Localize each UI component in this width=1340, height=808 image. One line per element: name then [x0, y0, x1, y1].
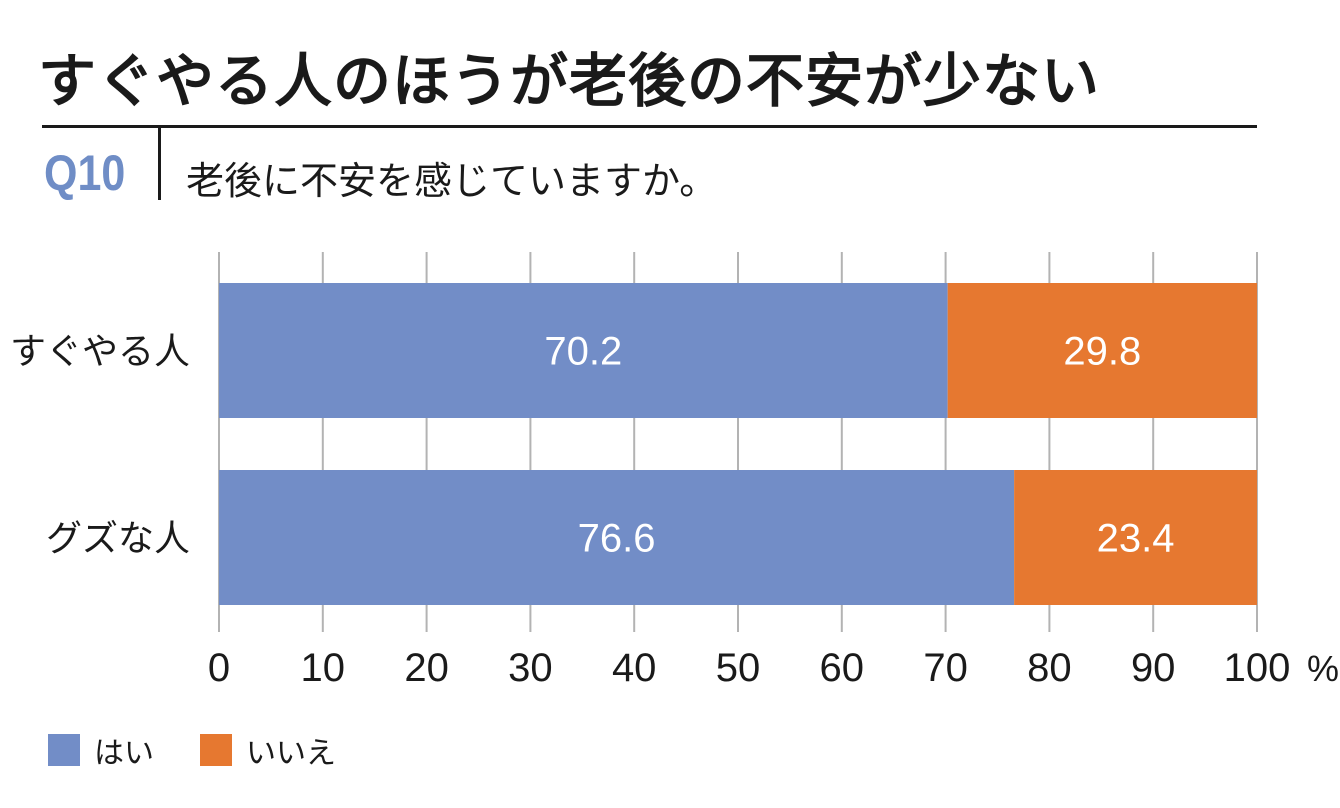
x-tick-label: 40: [612, 646, 657, 690]
x-tick-label: 50: [716, 646, 761, 690]
bars: [219, 283, 1257, 605]
bar-yes-1: [219, 470, 1015, 605]
headline-rule: [42, 125, 1257, 128]
legend-label-no: いいえ: [246, 736, 336, 771]
legend-item-yes: はい: [48, 730, 154, 771]
legend-swatch-no: [200, 734, 232, 766]
chart-headline: すぐやる人のほうが老後の不安が少ない: [38, 47, 1101, 115]
x-tick-label: 60: [820, 646, 865, 690]
data-labels: 70.2 29.8 76.6 23.4: [544, 330, 1174, 561]
legend-label-yes: はい: [94, 736, 154, 771]
legend-item-no: いいえ: [200, 730, 336, 771]
x-tick-label: 80: [1027, 646, 1072, 690]
x-tick-label: 10: [301, 646, 346, 690]
data-label-no-0: 29.8: [1063, 330, 1141, 374]
x-tick-label: 0: [208, 646, 230, 690]
x-unit-label: %: [1307, 648, 1339, 689]
question-number: Q10: [44, 145, 126, 201]
question-divider: [158, 128, 161, 200]
x-tick-labels: 0 10 20 30 40 50 60 70 80 90 100%: [208, 646, 1339, 690]
x-tick-label: 100: [1224, 646, 1291, 690]
data-label-yes-0: 70.2: [544, 330, 622, 374]
bar-no-1: [1014, 470, 1257, 605]
category-label-1: グズな人: [46, 519, 190, 560]
x-tick-label: 20: [404, 646, 449, 690]
x-tick-label: 70: [923, 646, 968, 690]
data-label-no-1: 23.4: [1097, 517, 1175, 561]
x-tick-label: 90: [1131, 646, 1176, 690]
data-label-yes-1: 76.6: [578, 517, 656, 561]
bar-yes-0: [219, 283, 948, 418]
x-tick-label: 30: [508, 646, 553, 690]
bar-no-0: [947, 283, 1257, 418]
category-label-0: すぐやる人: [10, 332, 190, 373]
legend-swatch-yes: [48, 734, 80, 766]
question-text: 老後に不安を感じていますか。: [186, 159, 718, 203]
